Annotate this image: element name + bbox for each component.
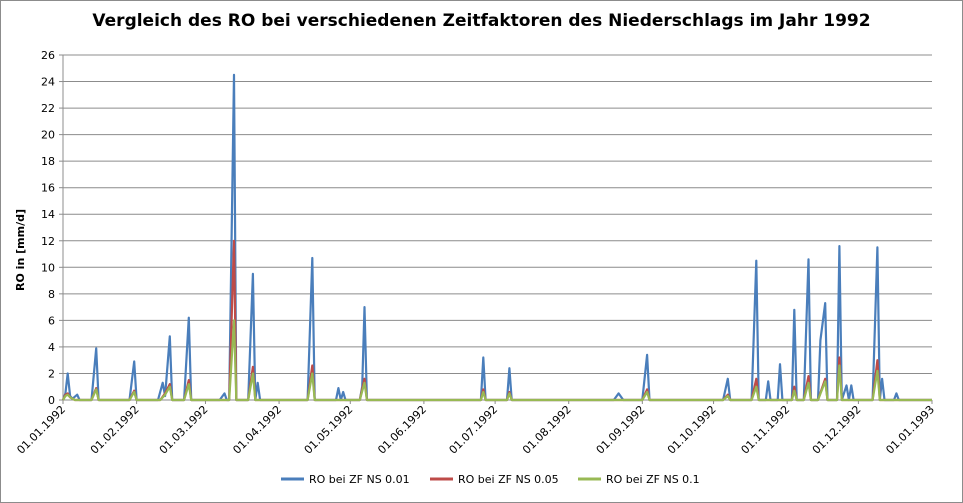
y-tick-label: 24	[41, 76, 55, 89]
axes	[62, 55, 933, 404]
x-tick-label: 01.07.1992	[447, 403, 501, 457]
y-tick-label: 18	[41, 155, 55, 168]
x-tick-label: 01.01.1992	[14, 403, 68, 457]
y-tick-label: 16	[41, 182, 55, 195]
y-tick-label: 6	[48, 314, 55, 327]
x-tick-label: 01.04.1992	[230, 403, 284, 457]
y-tick-label: 14	[41, 208, 55, 221]
y-axis-label: RO in [mm/d]	[14, 209, 27, 291]
x-tick-label: 01.12.1992	[810, 403, 864, 457]
x-tick-labels: 01.01.1992 01.02.1992 01.03.1992 01.04.1992…	[14, 403, 937, 457]
x-tick-label: 01.09.1992	[594, 403, 648, 457]
x-tick-label: 01.05.1992	[302, 403, 356, 457]
legend-label: RO bei ZF NS 0.01	[309, 473, 410, 486]
legend-label: RO bei ZF NS 0.1	[606, 473, 700, 486]
x-tick-label: 01.02.1992	[88, 403, 142, 457]
x-tick-label: 01.11.1992	[739, 403, 793, 457]
x-tick-label: 01.01.1993	[883, 403, 937, 457]
y-tick-label: 10	[41, 261, 55, 274]
legend-label: RO bei ZF NS 0.05	[458, 473, 559, 486]
y-tick-label: 2	[48, 367, 55, 380]
series-line-1	[61, 73, 932, 402]
y-tick-label: 22	[41, 102, 55, 115]
y-tick-label: 4	[48, 341, 55, 354]
y-tick-label: 26	[41, 49, 55, 62]
chart-title: Vergleich des RO bei verschiedenen Zeitf…	[92, 11, 871, 31]
y-tick-label: 20	[41, 129, 55, 142]
gridlines	[59, 54, 932, 401]
x-tick-label: 01.06.1992	[375, 403, 429, 457]
series-lines	[61, 73, 932, 402]
y-tick-label: 8	[48, 288, 55, 301]
x-tick-label: 01.08.1992	[520, 403, 574, 457]
x-tick-label: 01.03.1992	[157, 403, 211, 457]
y-tick-label: 12	[41, 235, 55, 248]
legend: RO bei ZF NS 0.01 RO bei ZF NS 0.05 RO bei…	[281, 473, 700, 486]
x-tick-label: 01.10.1992	[665, 403, 719, 457]
series-line-3	[62, 319, 932, 402]
y-tick-label: 0	[48, 394, 55, 407]
